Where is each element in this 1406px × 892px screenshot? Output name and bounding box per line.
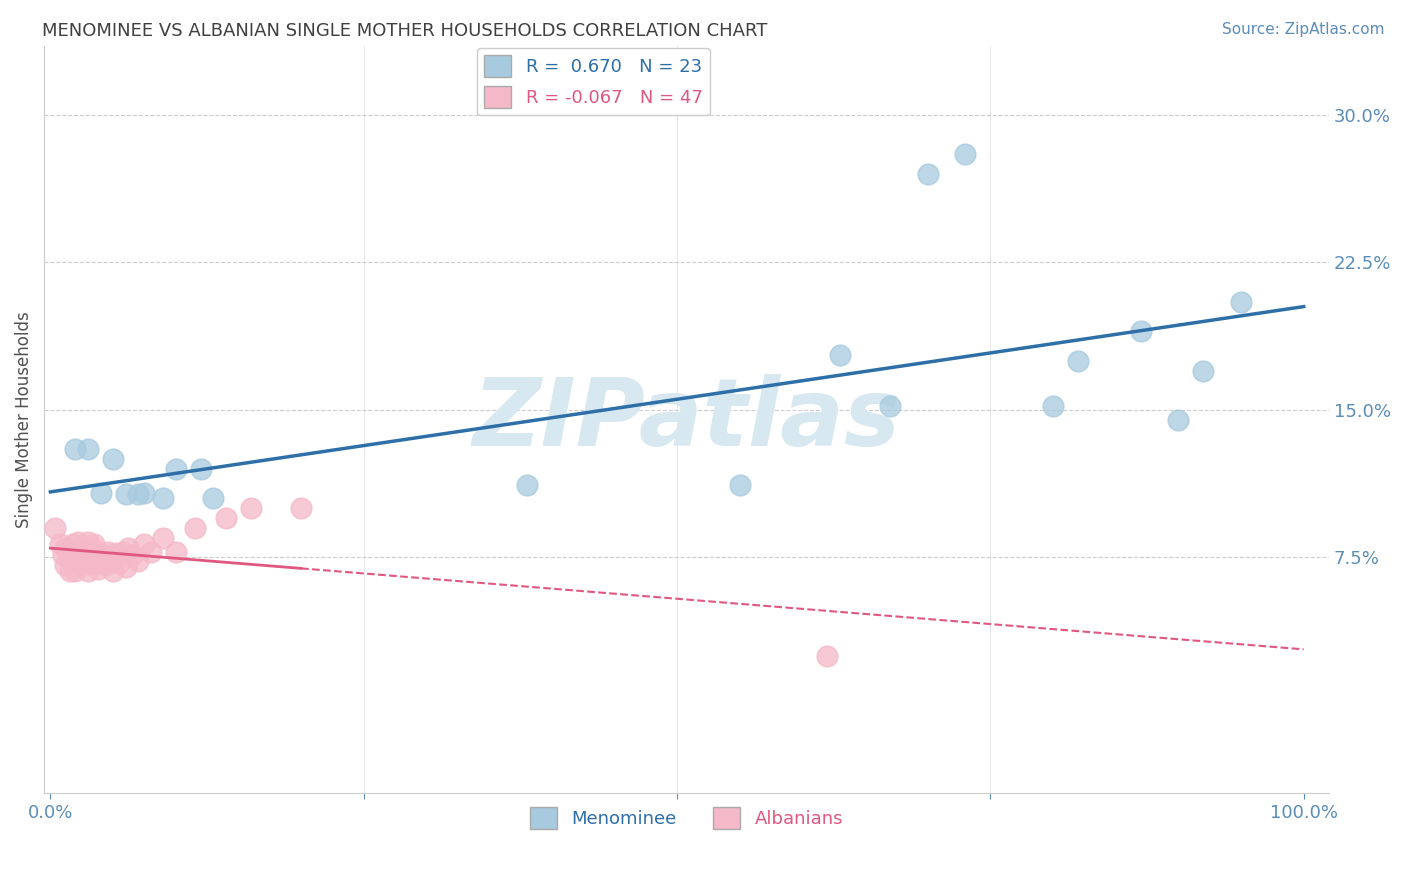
Point: [134, 536, 156, 550]
Point: [97, 544, 120, 558]
Point: [77, 442, 100, 457]
Point: [152, 531, 174, 545]
Point: [55, 558, 77, 573]
Point: [62, 536, 84, 550]
Point: [65, 544, 87, 558]
Point: [290, 501, 312, 516]
Point: [52, 549, 75, 563]
Point: [44, 521, 66, 535]
Point: [239, 501, 262, 516]
Point: [70, 558, 93, 573]
Point: [828, 348, 851, 362]
Point: [101, 452, 124, 467]
Point: [817, 648, 839, 663]
Point: [89, 554, 111, 568]
Point: [1042, 399, 1064, 413]
Point: [79, 557, 101, 571]
Point: [65, 564, 87, 578]
Point: [77, 564, 100, 578]
Point: [190, 462, 212, 476]
Point: [728, 477, 751, 491]
Point: [139, 544, 162, 558]
Point: [83, 536, 105, 550]
Point: [101, 564, 124, 578]
Point: [108, 557, 131, 571]
Point: [117, 541, 139, 555]
Point: [94, 558, 117, 573]
Point: [65, 442, 87, 457]
Point: [127, 554, 149, 568]
Point: [879, 399, 901, 413]
Point: [955, 147, 977, 161]
Point: [1129, 324, 1152, 338]
Point: [66, 554, 89, 568]
Point: [77, 534, 100, 549]
Point: [215, 511, 238, 525]
Point: [66, 534, 89, 549]
Point: [91, 549, 114, 563]
Point: [87, 544, 110, 558]
Point: [202, 491, 225, 506]
Point: [80, 542, 103, 557]
Point: [49, 536, 72, 550]
Point: [183, 521, 205, 535]
Point: [104, 546, 127, 560]
Point: [165, 462, 187, 476]
Text: Source: ZipAtlas.com: Source: ZipAtlas.com: [1222, 22, 1385, 37]
Point: [114, 560, 136, 574]
Point: [100, 554, 122, 568]
Point: [127, 487, 149, 501]
Point: [112, 544, 135, 558]
Point: [89, 485, 111, 500]
Point: [87, 562, 110, 576]
Text: ZIPatlas: ZIPatlas: [472, 374, 900, 466]
Point: [1230, 294, 1253, 309]
Point: [62, 554, 84, 568]
Point: [114, 487, 136, 501]
Point: [1167, 413, 1189, 427]
Point: [83, 557, 105, 571]
Point: [121, 549, 143, 563]
Point: [59, 564, 82, 578]
Y-axis label: Single Mother Households: Single Mother Households: [15, 311, 32, 528]
Point: [75, 550, 97, 565]
Point: [917, 167, 939, 181]
Point: [1192, 364, 1215, 378]
Point: [70, 541, 93, 555]
Text: MENOMINEE VS ALBANIAN SINGLE MOTHER HOUSEHOLDS CORRELATION CHART: MENOMINEE VS ALBANIAN SINGLE MOTHER HOUS…: [42, 22, 768, 40]
Point: [58, 550, 80, 565]
Point: [1067, 353, 1090, 368]
Point: [165, 544, 187, 558]
Point: [152, 491, 174, 506]
Point: [55, 541, 77, 555]
Legend: Menominee, Albanians: Menominee, Albanians: [523, 800, 851, 837]
Point: [516, 477, 538, 491]
Point: [134, 485, 156, 500]
Point: [77, 552, 100, 566]
